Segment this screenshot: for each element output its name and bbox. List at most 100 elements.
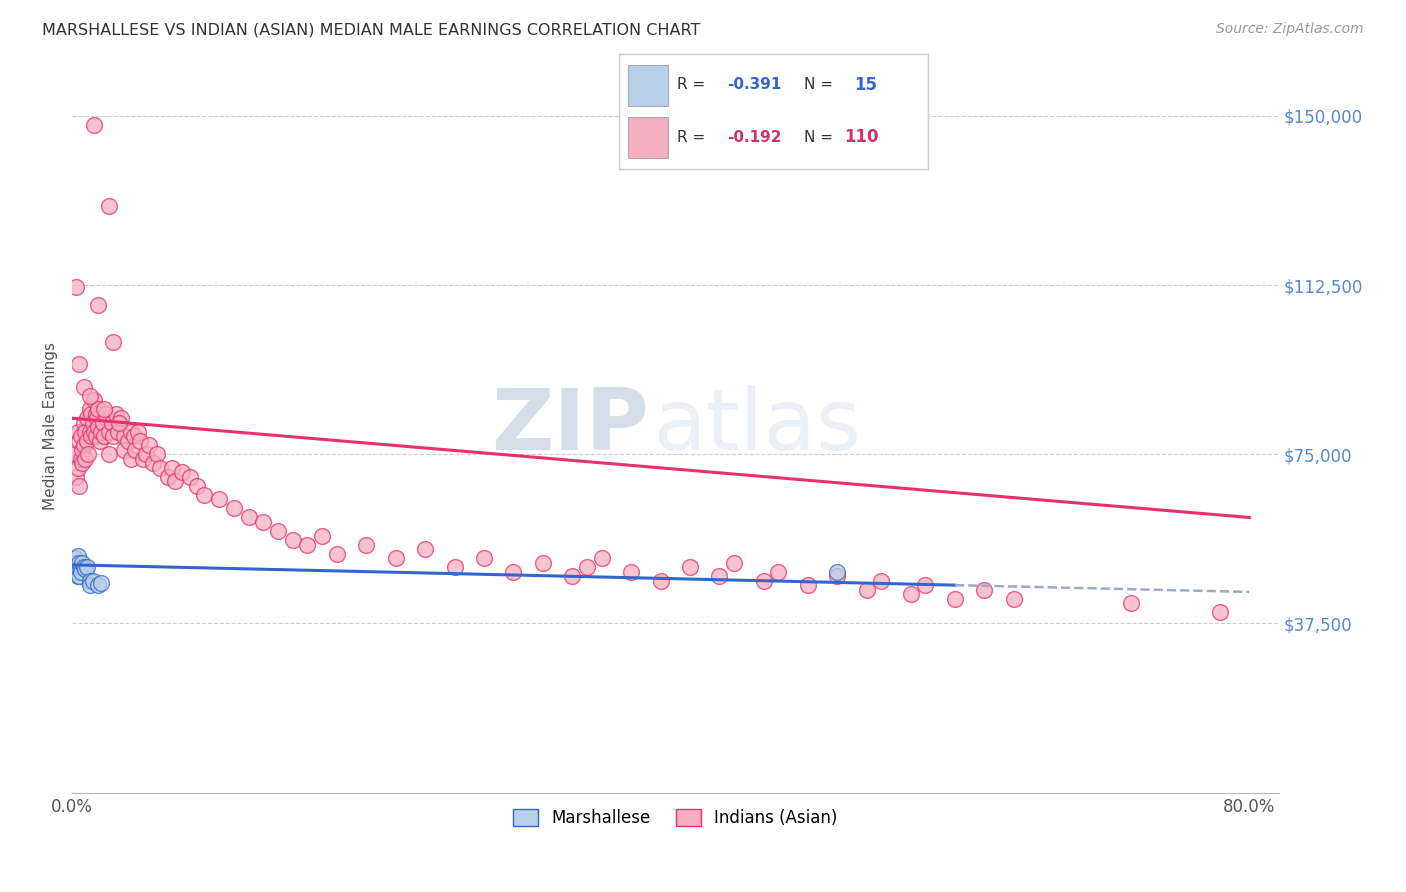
Point (311, 528, 333, 542)
FancyBboxPatch shape (628, 118, 668, 158)
Point (67, 562, 90, 576)
Point (561, 569, 583, 583)
Point (79, 402, 101, 417)
Point (67, 357, 90, 371)
Point (97, 447, 120, 461)
Point (413, 542, 436, 557)
Point (69, 560, 91, 574)
Point (943, 591, 966, 606)
Point (131, 451, 153, 466)
Point (66, 558, 89, 572)
Point (1209, 605, 1232, 619)
Point (93, 402, 115, 417)
Point (90, 425, 112, 439)
Point (75, 451, 97, 466)
Point (914, 578, 936, 592)
Point (135, 447, 157, 461)
Point (69, 451, 91, 466)
Point (709, 569, 731, 583)
Point (110, 411, 132, 425)
Point (82, 574, 104, 588)
Point (67, 479, 90, 493)
Point (163, 475, 186, 489)
Point (326, 547, 349, 561)
Point (281, 533, 304, 547)
Point (87, 420, 110, 434)
Point (69, 565, 91, 579)
Point (620, 565, 643, 579)
Point (73, 560, 96, 574)
Text: MARSHALLESE VS INDIAN (ASIAN) MEDIAN MALE EARNINGS CORRELATION CHART: MARSHALLESE VS INDIAN (ASIAN) MEDIAN MAL… (42, 22, 700, 37)
Point (356, 537, 378, 551)
Point (87, 298, 110, 312)
Point (576, 560, 599, 574)
Point (75, 562, 97, 576)
Point (83, 393, 105, 408)
Point (825, 565, 848, 579)
Point (97, 199, 120, 213)
Point (89, 434, 111, 448)
Point (63, 447, 86, 461)
Point (73, 438, 96, 452)
Point (193, 488, 215, 502)
Point (156, 470, 179, 484)
Point (65, 565, 87, 579)
Point (108, 416, 131, 430)
Point (472, 551, 495, 566)
Point (65, 556, 87, 570)
Text: R =: R = (678, 129, 710, 145)
Y-axis label: Median Male Earnings: Median Male Earnings (44, 343, 58, 510)
Point (66, 569, 89, 583)
Point (591, 551, 613, 566)
Point (75, 425, 97, 439)
Point (443, 560, 465, 574)
Point (82, 416, 104, 430)
Text: Source: ZipAtlas.com: Source: ZipAtlas.com (1216, 22, 1364, 37)
Text: 15: 15 (853, 76, 877, 94)
Point (502, 565, 524, 579)
Text: -0.391: -0.391 (727, 78, 782, 93)
Point (76, 560, 98, 574)
FancyBboxPatch shape (628, 65, 668, 106)
Point (1002, 591, 1025, 606)
Point (768, 565, 790, 579)
Point (384, 551, 406, 566)
Point (107, 425, 129, 439)
Point (66, 425, 89, 439)
Point (79, 389, 101, 403)
Text: R =: R = (678, 78, 710, 93)
Point (297, 537, 319, 551)
Point (1121, 596, 1143, 610)
Text: -0.192: -0.192 (727, 129, 782, 145)
Point (679, 560, 702, 574)
Point (122, 429, 145, 443)
Point (855, 582, 877, 597)
Point (752, 574, 775, 588)
Point (120, 425, 142, 439)
Text: N =: N = (804, 78, 838, 93)
Point (87, 578, 110, 592)
Point (146, 447, 169, 461)
Point (91, 416, 114, 430)
Point (80, 429, 103, 443)
Point (66, 549, 89, 563)
Point (69, 429, 91, 443)
Point (97, 425, 120, 439)
Point (973, 582, 995, 597)
Point (73, 416, 96, 430)
Point (65, 280, 87, 294)
Point (63, 551, 86, 566)
Point (870, 574, 893, 588)
Point (723, 556, 745, 570)
Point (79, 574, 101, 588)
Point (83, 425, 105, 439)
Point (238, 510, 260, 524)
Point (72, 556, 94, 570)
Point (94, 407, 117, 421)
Point (650, 574, 672, 588)
Text: ZIP: ZIP (491, 384, 648, 467)
Point (84, 407, 107, 421)
Point (267, 524, 290, 538)
Point (103, 429, 125, 443)
Point (900, 587, 922, 601)
